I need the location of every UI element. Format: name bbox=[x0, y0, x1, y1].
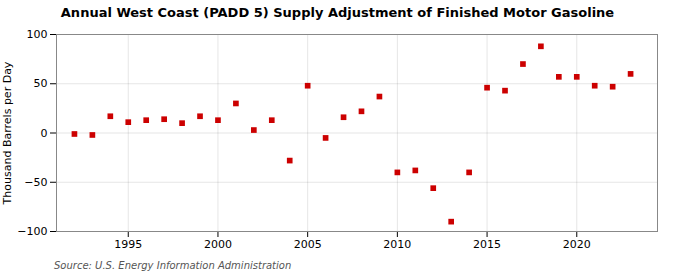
svg-text:Thousand Barrels per Day: Thousand Barrels per Day bbox=[1, 61, 14, 205]
svg-text:2020: 2020 bbox=[563, 238, 591, 251]
html-text:Source: U.S. Energy Informatio: Source: U.S. Energy Information Administ… bbox=[54, 260, 292, 271]
html-text:Annual West Coast (PADD 5) Sup: Annual West Coast (PADD 5) Supply Adjust… bbox=[60, 5, 615, 20]
svg-text:100: 100 bbox=[27, 28, 48, 41]
svg-text:1995: 1995 bbox=[114, 238, 142, 251]
svg-text:−100: −100 bbox=[17, 225, 47, 238]
svg-text:2000: 2000 bbox=[204, 238, 232, 251]
svg-text:2005: 2005 bbox=[294, 238, 322, 251]
svg-text:50: 50 bbox=[34, 77, 48, 90]
svg-text:2015: 2015 bbox=[473, 238, 501, 251]
svg-text:0: 0 bbox=[41, 127, 48, 140]
svg-text:−50: −50 bbox=[24, 176, 47, 189]
svg-text:2010: 2010 bbox=[383, 238, 411, 251]
